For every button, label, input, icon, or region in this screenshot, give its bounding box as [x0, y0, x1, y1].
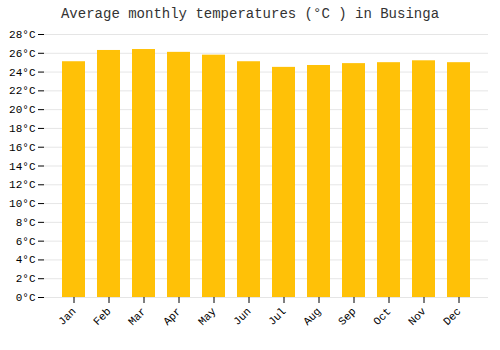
- svg-text:20°C: 20°C: [9, 104, 36, 116]
- svg-text:Jul: Jul: [266, 305, 288, 327]
- svg-text:24°C: 24°C: [9, 67, 36, 79]
- svg-text:May: May: [196, 305, 219, 328]
- svg-text:28°C: 28°C: [9, 29, 36, 41]
- svg-text:Sep: Sep: [336, 305, 358, 327]
- svg-text:Aug: Aug: [301, 305, 323, 327]
- svg-text:22°C: 22°C: [9, 85, 36, 97]
- html-text:Average monthly temperatures (: Average monthly temperatures (°C ) in Bu…: [61, 6, 439, 22]
- svg-text:8°C: 8°C: [16, 217, 36, 229]
- svg-text:Apr: Apr: [161, 305, 183, 327]
- svg-text:Jan: Jan: [56, 305, 78, 327]
- svg-text:14°C: 14°C: [9, 161, 36, 173]
- svg-text:10°C: 10°C: [9, 198, 36, 210]
- svg-text:6°C: 6°C: [16, 236, 36, 248]
- svg-text:26°C: 26°C: [9, 48, 36, 60]
- svg-text:2°C: 2°C: [16, 273, 36, 285]
- svg-text:12°C: 12°C: [9, 179, 36, 191]
- svg-text:Nov: Nov: [406, 305, 429, 328]
- svg-text:0°C: 0°C: [16, 292, 36, 304]
- svg-text:Dec: Dec: [441, 305, 463, 327]
- svg-text:Feb: Feb: [91, 305, 113, 327]
- svg-text:16°C: 16°C: [9, 142, 36, 154]
- svg-text:Jun: Jun: [231, 305, 253, 327]
- svg-text:Mar: Mar: [126, 305, 148, 327]
- svg-text:18°C: 18°C: [9, 123, 36, 135]
- svg-text:4°C: 4°C: [16, 254, 36, 266]
- svg-text:Oct: Oct: [371, 305, 393, 327]
